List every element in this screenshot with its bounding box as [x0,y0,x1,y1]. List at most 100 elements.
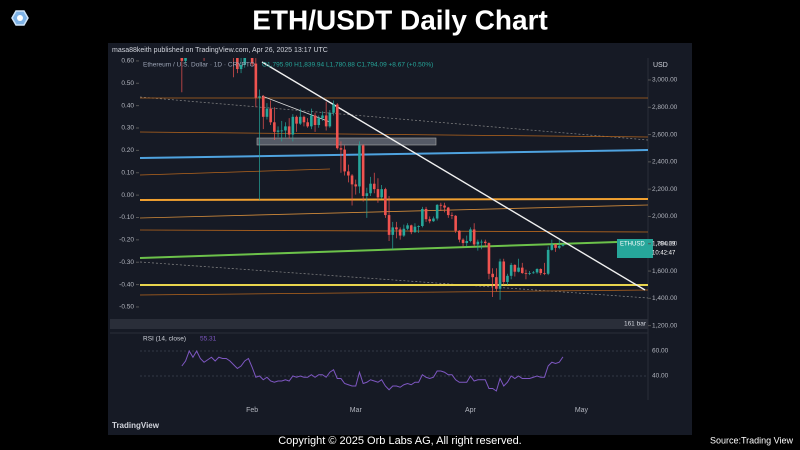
candle-body [391,227,395,235]
candle-body [402,228,406,236]
y-tick-label: 0.50 [121,80,134,87]
y-tick-label: 0.30 [121,125,134,132]
candle-body [313,115,317,126]
y-tick-label: 40.00 [652,373,669,380]
blue-line [139,149,648,159]
candle-body [424,208,428,220]
logo-dot [17,15,23,21]
candle-body [517,267,520,272]
candle-body [491,273,494,278]
candle-body [372,183,376,190]
candle-body [317,118,321,126]
level-line [139,131,648,138]
candle-body [435,204,439,219]
y-tick-label: -0.20 [119,237,134,244]
candle-body [199,16,202,39]
x-tick-label: Feb [246,407,258,414]
candle-body [387,215,391,235]
candle-body [243,58,247,65]
price-tag-value: 1,794.09 [652,242,676,248]
candle-body [439,204,443,206]
y-tick-label: 3,000.00 [652,77,678,84]
price-tag [617,239,653,258]
candle-body [276,130,280,132]
candle-body [343,149,346,172]
y-tick-label: 0.00 [121,192,134,199]
candle-body [339,148,343,150]
candle-body [298,116,302,124]
candle-body [520,267,524,274]
dashed-line [139,261,648,299]
candle-body [335,104,339,149]
ohlc-text: O1,795.90 H1,839.94 L1,780.88 C1,794.09 … [262,62,433,69]
dashed-line [139,96,648,141]
candle-body [450,215,454,216]
candle-body [524,273,528,274]
bars-label: 161 bar [624,321,647,328]
candle-body [398,229,402,236]
level-line [139,168,331,176]
candle-body [498,261,502,289]
candle-body [528,273,531,274]
candle-body [250,58,254,64]
candle-body [539,268,543,274]
green-line [139,240,648,259]
candle-body [365,193,369,196]
candle-body [454,215,457,231]
y-tick-label: 0.20 [121,147,134,154]
candle-body [332,104,335,113]
candle-body [409,225,413,233]
y-tick-label: 1,400.00 [652,295,678,302]
trend-line [261,61,646,291]
y-tick-label: -0.30 [119,259,134,266]
y-tick-label: 2,400.00 [652,159,678,166]
candle-body [280,130,284,132]
y-tick-label: 1,200.00 [652,322,678,329]
unit-label: USD [653,62,668,69]
candle-body [261,96,265,117]
x-tick-label: Apr [465,407,477,414]
candle-body [495,277,498,289]
candle-body [195,16,198,39]
candle-body [443,205,446,208]
y-tick-label: -0.10 [119,214,134,221]
candle-body [417,226,420,227]
candle-body [406,225,409,229]
orange-line [139,198,648,201]
candle-body [295,116,298,124]
candle-body [465,241,469,244]
candle-body [310,115,313,127]
candle-body [502,261,506,282]
y-tick-label: 60.00 [652,348,669,355]
candle-body [509,264,513,276]
rsi-label: RSI (14, close) [143,336,186,343]
candle-body [469,229,472,242]
rsi-value: 55.31 [200,336,217,343]
candle-body [347,171,350,176]
candle-body [287,126,291,135]
candle-body [550,244,554,250]
volume-strip [110,319,648,329]
y-tick-label: 0.10 [121,169,134,176]
candle-body [535,268,539,273]
price-tag-countdown: 10:42:47 [652,251,676,257]
candle-body [192,19,195,39]
candle-body [380,189,383,198]
candle-body [180,58,184,61]
y-tick-label: 2,000.00 [652,213,678,220]
candles [180,16,565,300]
candle-body [561,244,565,246]
brand: TradingView [112,421,160,430]
y-tick-label: -0.50 [119,304,134,311]
candle-body [350,175,354,185]
y-tick-label: 2,600.00 [652,131,678,138]
x-tick-label: May [575,407,589,414]
candle-body [554,244,557,248]
x-tick-label: Mar [350,407,363,414]
copyright: Copyright © 2025 Orb Labs AG, All right … [278,435,522,447]
y-tick-label: 0.40 [121,102,134,109]
candle-body [284,126,287,131]
symbol: Ethereum / U.S. Dollar · 1D · CRYPTO [143,62,255,69]
level-line [139,204,648,219]
